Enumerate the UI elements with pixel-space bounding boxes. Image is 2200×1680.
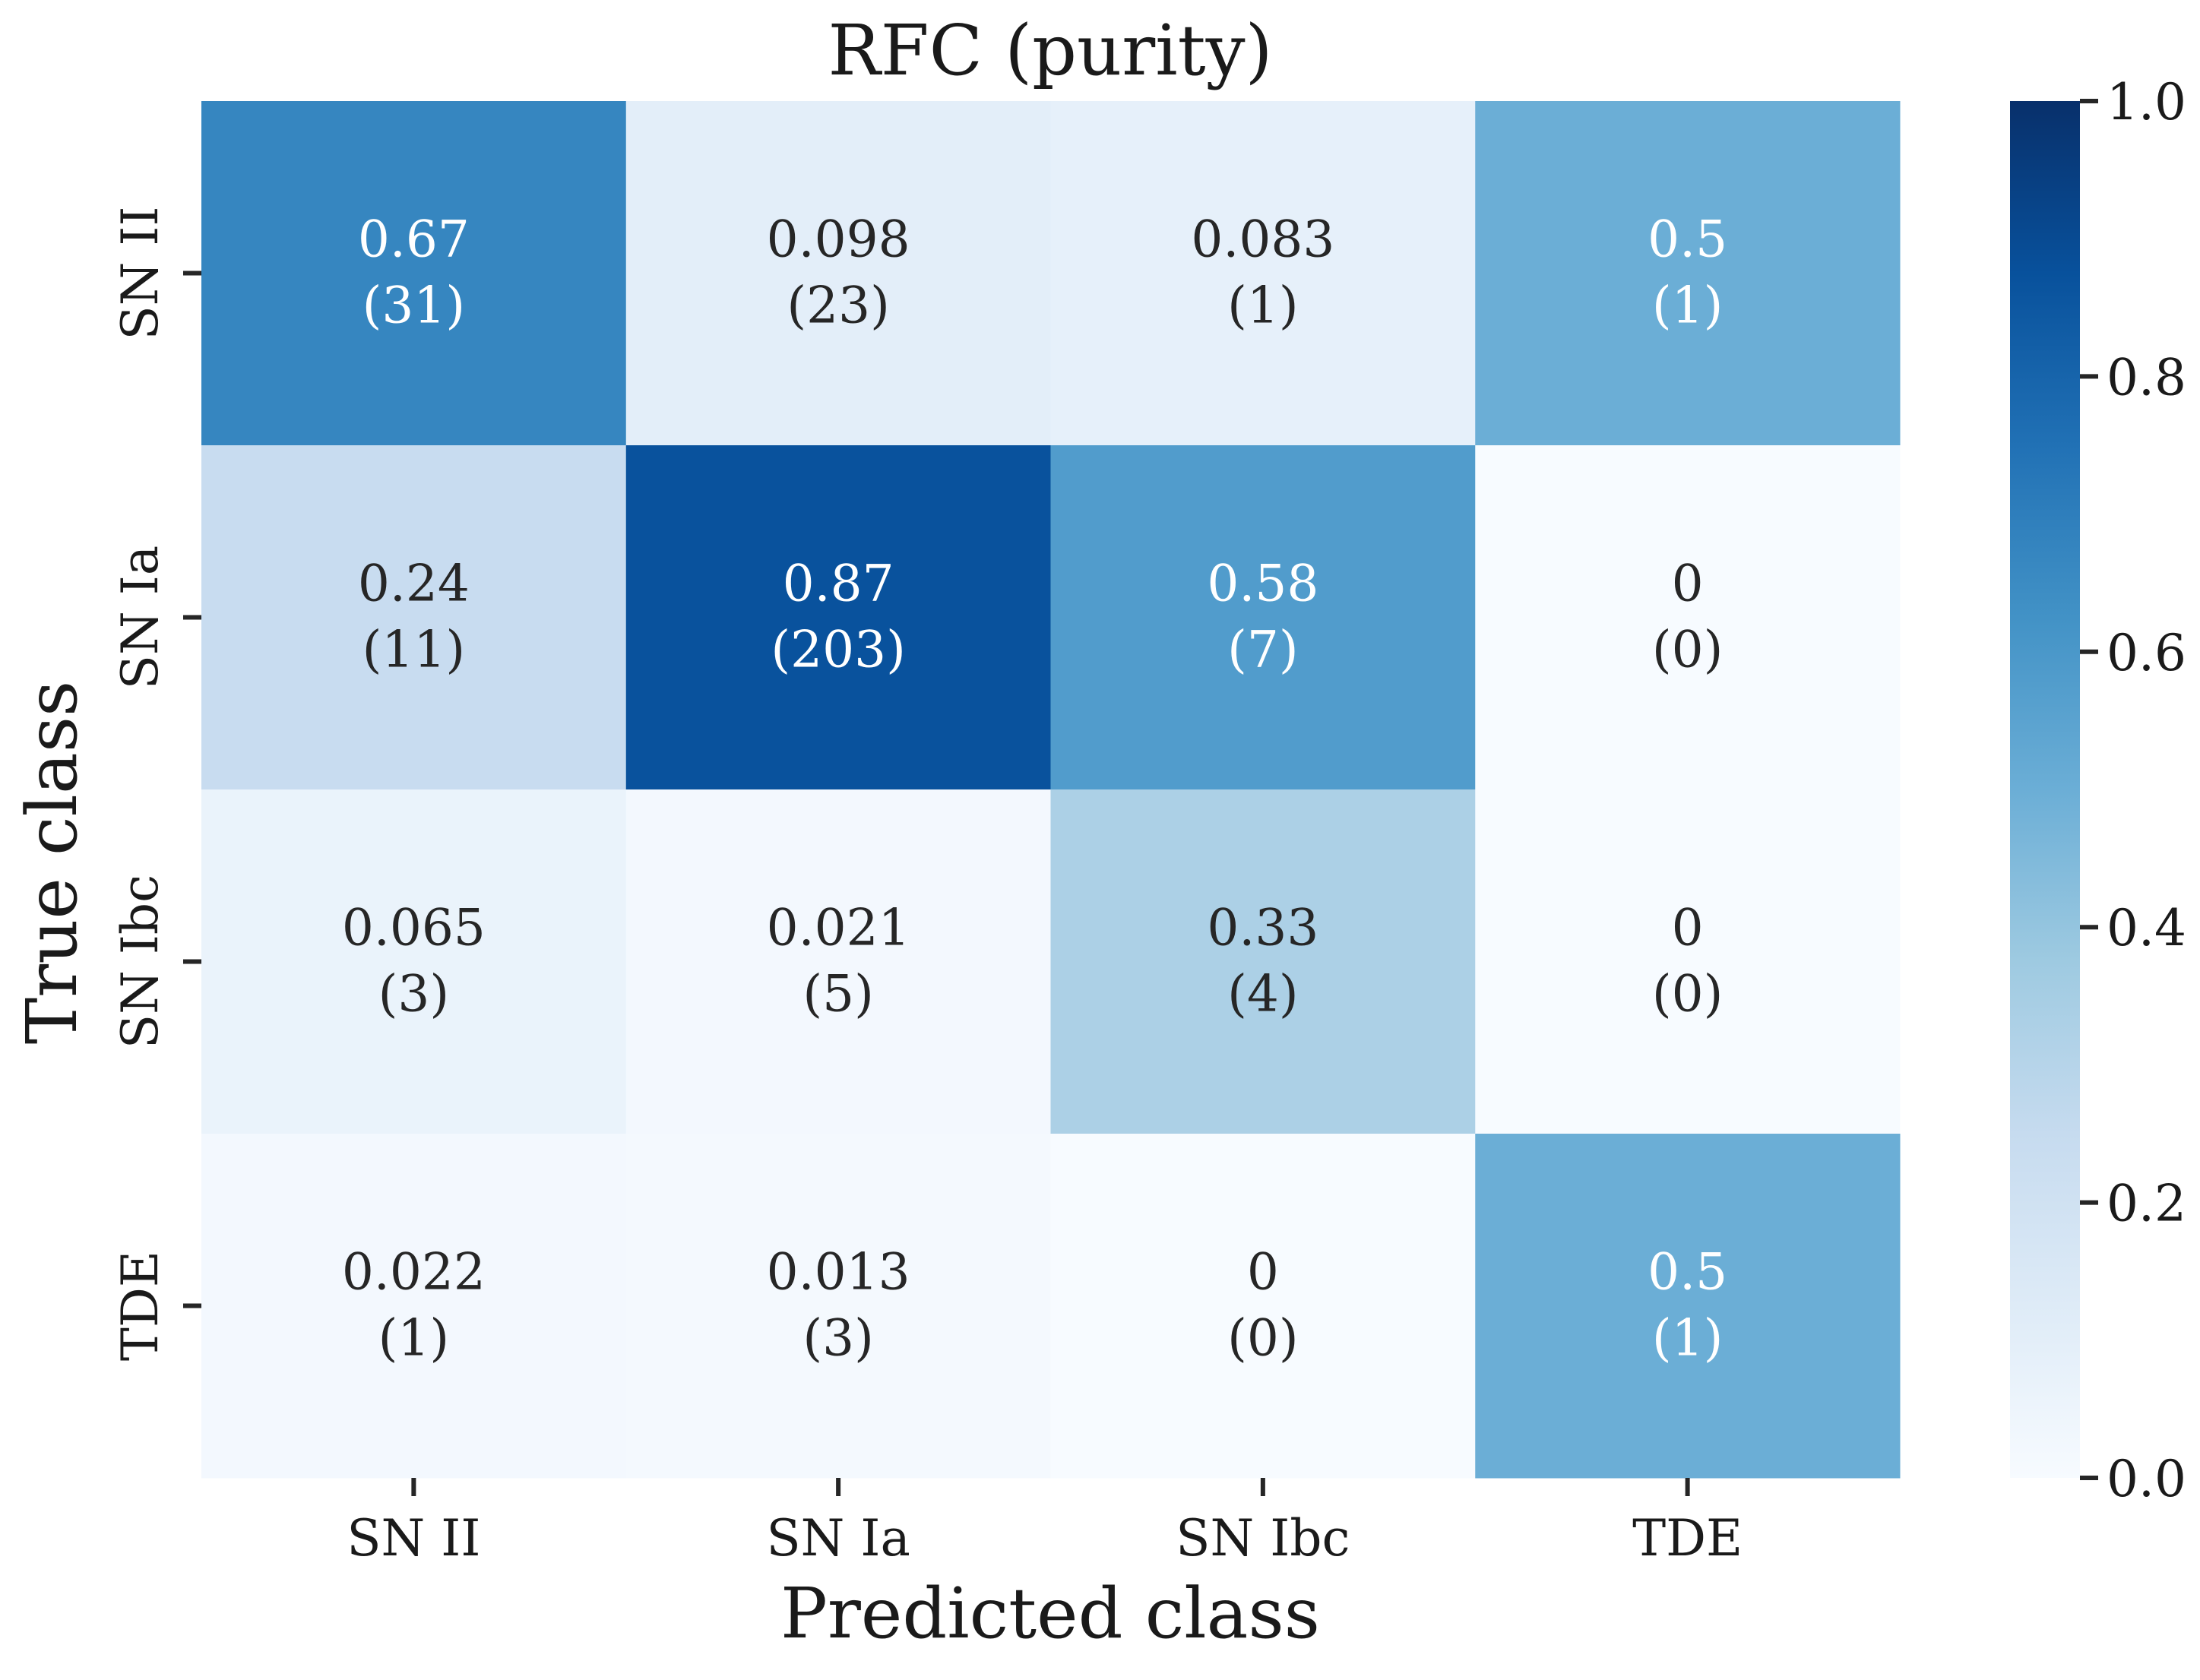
cell-count-label: (1) xyxy=(378,1309,450,1368)
colorbar-tick-label: 0.4 xyxy=(2107,899,2186,957)
cell-count-label: (3) xyxy=(802,1309,874,1368)
chart-title: RFC (purity) xyxy=(828,10,1272,91)
x-tick-label: SN II xyxy=(347,1509,480,1568)
colorbar-tick-label: 0.8 xyxy=(2107,348,2186,407)
colorbar-tick-label: 1.0 xyxy=(2107,73,2186,131)
colorbar-ticks: 0.0 0.2 0.4 0.6 0.8 1.0 xyxy=(2080,73,2186,1508)
colorbar-tick-label: 0.0 xyxy=(2107,1450,2186,1508)
heatmap-cell xyxy=(1475,789,1901,1134)
cell-count-label: (203) xyxy=(771,621,905,679)
heatmap-cell xyxy=(1050,101,1476,446)
heatmap-cell xyxy=(201,445,627,790)
cell-value-label: 0.5 xyxy=(1648,210,1727,269)
y-tick-label: TDE xyxy=(111,1251,169,1361)
heatmap-cell xyxy=(1050,445,1476,790)
cell-count-label: (5) xyxy=(802,965,874,1024)
cell-count-label: (7) xyxy=(1227,621,1299,679)
cell-count-label: (3) xyxy=(378,965,450,1024)
cell-value-label: 0.013 xyxy=(767,1243,910,1302)
cell-value-label: 0.098 xyxy=(767,210,910,269)
heatmap-cell xyxy=(625,1134,1051,1479)
cell-count-label: (4) xyxy=(1227,965,1299,1024)
colorbar-tick-label: 0.2 xyxy=(2107,1175,2186,1233)
cell-value-label: 0.021 xyxy=(767,899,910,957)
colorbar-tick-label: 0.6 xyxy=(2107,624,2186,682)
cell-value-label: 0.67 xyxy=(358,210,470,269)
cell-count-label: (0) xyxy=(1652,965,1724,1024)
y-tick-label: SN Ibc xyxy=(111,875,169,1049)
cell-count-label: (1) xyxy=(1652,277,1724,335)
cell-value-label: 0 xyxy=(1247,1243,1279,1302)
heatmap-cell xyxy=(1475,101,1901,446)
x-tick-label: SN Ibc xyxy=(1176,1509,1350,1568)
heatmap-cell xyxy=(625,789,1051,1134)
cell-count-label: (23) xyxy=(787,277,889,335)
cell-value-label: 0.022 xyxy=(342,1243,486,1302)
y-axis: SN II SN Ia SN Ibc TDE xyxy=(111,206,201,1361)
y-tick-label: SN II xyxy=(111,206,169,340)
cell-value-label: 0.33 xyxy=(1207,899,1318,957)
cell-count-label: (11) xyxy=(362,621,465,679)
y-tick-label: SN Ia xyxy=(111,546,169,689)
cell-count-label: (1) xyxy=(1227,277,1299,335)
heatmap-cell xyxy=(1475,445,1901,790)
heatmap-cell xyxy=(1050,789,1476,1134)
heatmap-cell xyxy=(625,101,1051,446)
heatmap-cell-labels: 0.67 (31) 0.098 (23) 0.083 (1) 0.5 (1) 0.24 (11) 0… xyxy=(342,210,1727,1368)
x-tick-label: TDE xyxy=(1632,1509,1743,1568)
cell-value-label: 0.083 xyxy=(1191,210,1334,269)
cell-count-label: (0) xyxy=(1227,1309,1299,1368)
heatmap-cell xyxy=(1475,1134,1901,1479)
heatmap-cells xyxy=(201,101,1901,1479)
heatmap-cell xyxy=(201,1134,627,1479)
cell-value-label: 0.5 xyxy=(1648,1243,1727,1302)
heatmap-cell xyxy=(1050,1134,1476,1479)
cell-count-label: (0) xyxy=(1652,621,1724,679)
cell-count-label: (1) xyxy=(1652,1309,1724,1368)
cell-value-label: 0.58 xyxy=(1207,555,1318,613)
cell-value-label: 0.87 xyxy=(783,555,894,613)
cell-count-label: (31) xyxy=(362,277,465,335)
x-axis: SN II SN Ia SN Ibc TDE xyxy=(347,1478,1743,1568)
cell-value-label: 0.24 xyxy=(358,555,470,613)
cell-value-label: 0 xyxy=(1672,555,1704,613)
cell-value-label: 0 xyxy=(1672,899,1704,957)
heatmap-cell xyxy=(201,789,627,1134)
colorbar xyxy=(2010,101,2080,1478)
x-tick-label: SN Ia xyxy=(766,1509,910,1568)
heatmap-cell xyxy=(201,101,627,446)
cell-value-label: 0.065 xyxy=(342,899,486,957)
y-axis-label: True class xyxy=(11,681,93,1045)
x-axis-label: Predicted class xyxy=(780,1573,1320,1654)
heatmap-cell xyxy=(625,445,1051,790)
